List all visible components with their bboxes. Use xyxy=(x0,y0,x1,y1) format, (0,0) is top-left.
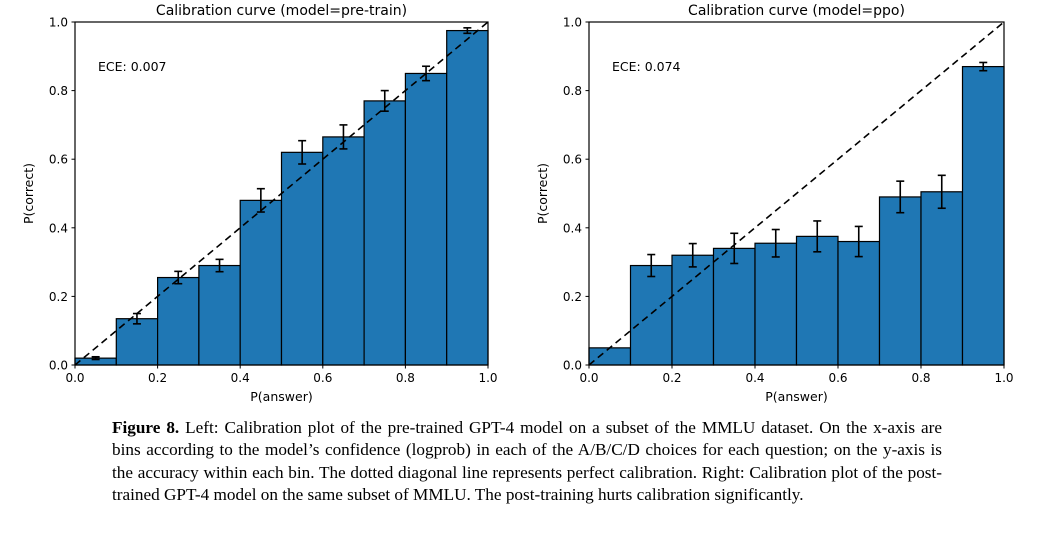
x-axis-label: P(answer) xyxy=(250,389,312,404)
calibration-chart-pretrain-svg: 0.0 0.2 0.4 0.6 0.8 1.0 0.0 0.2 0.4 0.6 0.8 1.0 Cali… xyxy=(21,3,498,404)
y-tick-label: 0.8 xyxy=(563,84,582,98)
y-axis-label: P(correct) xyxy=(535,163,550,224)
error-bar-bin-5 xyxy=(813,220,822,253)
error-bar-bin-8 xyxy=(422,65,431,82)
bar-bin-8 xyxy=(920,191,964,366)
x-tick-label: 0.2 xyxy=(662,371,681,385)
x-tick-label: 0.4 xyxy=(745,371,764,385)
error-bar-bin-2 xyxy=(174,270,183,285)
x-tick-label: 0.8 xyxy=(396,371,415,385)
calibration-chart-ppo-svg: 0.0 0.2 0.4 0.6 0.8 1.0 0.0 0.2 0.4 0.6 0.8 1.0 Cali… xyxy=(535,3,1014,404)
plot-frame xyxy=(588,21,1005,366)
error-bar-bin-4 xyxy=(256,187,265,213)
perfect-calibration-line xyxy=(588,21,1005,366)
y-tick-label: 0.2 xyxy=(49,290,68,304)
y-tick-label: 0.8 xyxy=(49,84,68,98)
x-tick-label: 0.4 xyxy=(231,371,250,385)
error-bar-bin-8 xyxy=(937,174,946,210)
bar-bin-3 xyxy=(198,264,241,366)
x-axis-label: P(answer) xyxy=(765,389,827,404)
error-bar-bin-4 xyxy=(771,228,780,258)
y-tick-label: 0.6 xyxy=(563,153,582,167)
calibration-chart-ppo: 0.0 0.2 0.4 0.6 0.8 1.0 0.0 0.2 0.4 0.6 0.8 1.0 Cali… xyxy=(527,0,1054,417)
bar-bin-0 xyxy=(588,347,632,366)
chart-title: Calibration curve (model=ppo) xyxy=(688,3,905,19)
y-tick-label: 0.4 xyxy=(563,221,582,235)
error-bar-bin-9 xyxy=(463,27,472,35)
error-bar-bin-9 xyxy=(979,61,988,72)
x-tick-label: 0.2 xyxy=(148,371,167,385)
error-bar-bin-0 xyxy=(91,355,100,361)
y-tick-label: 0.4 xyxy=(49,221,68,235)
figure-caption-label: Figure 8. xyxy=(112,418,180,437)
plot-frame xyxy=(74,21,489,366)
bar-bin-6 xyxy=(837,240,881,366)
x-tick-label: 0.0 xyxy=(65,371,84,385)
bar-bin-8 xyxy=(404,72,448,366)
figure-caption-text: Left: Calibration plot of the pre-traine… xyxy=(112,418,943,505)
x-tick-label: 0.6 xyxy=(313,371,332,385)
bar-bin-9 xyxy=(961,65,1005,366)
figure-caption: Figure 8. Left: Calibration plot of the … xyxy=(112,417,942,507)
y-tick-label: 0.6 xyxy=(49,153,68,167)
bar-bin-4 xyxy=(754,242,798,366)
y-tick-label: 0.2 xyxy=(563,290,582,304)
ece-annotation: ECE: 0.074 xyxy=(612,59,681,74)
error-bar-bin-1 xyxy=(647,253,656,278)
error-bar-bin-7 xyxy=(380,89,389,112)
ece-annotation: ECE: 0.007 xyxy=(98,59,167,74)
error-bar-bin-6 xyxy=(854,225,863,258)
x-tick-label: 0.0 xyxy=(579,371,598,385)
bar-bin-5 xyxy=(280,151,324,366)
x-tick-label: 1.0 xyxy=(994,371,1013,385)
chart-title: Calibration curve (model=pre-train) xyxy=(156,3,407,19)
bar-bin-7 xyxy=(363,100,407,366)
error-bar-bin-1 xyxy=(132,312,141,325)
error-bar-bin-2 xyxy=(688,242,697,268)
error-bar-bin-6 xyxy=(339,124,348,150)
error-bar-bin-5 xyxy=(298,139,307,165)
bar-bin-9 xyxy=(446,29,489,366)
y-tick-label: 0.0 xyxy=(563,359,582,373)
y-axis-label: P(correct) xyxy=(21,163,36,224)
bar-bin-2 xyxy=(671,254,715,366)
bar-bin-3 xyxy=(712,247,756,366)
bar-bin-6 xyxy=(322,136,365,366)
x-tick-label: 1.0 xyxy=(478,371,497,385)
x-tick-label: 0.6 xyxy=(828,371,847,385)
bar-bin-4 xyxy=(239,199,283,366)
bar-bin-1 xyxy=(629,264,673,366)
y-tick-label: 0.0 xyxy=(49,359,68,373)
y-tick-label: 1.0 xyxy=(563,16,582,30)
bar-bin-7 xyxy=(878,196,922,366)
x-tick-label: 0.8 xyxy=(911,371,930,385)
error-bar-bin-3 xyxy=(730,232,739,265)
y-tick-label: 1.0 xyxy=(49,16,68,30)
calibration-chart-pretrain: 0.0 0.2 0.4 0.6 0.8 1.0 0.0 0.2 0.4 0.6 0.8 1.0 Cali… xyxy=(0,0,527,417)
perfect-calibration-line xyxy=(74,21,489,366)
error-bar-bin-7 xyxy=(896,180,905,214)
error-bar-bin-3 xyxy=(215,258,224,273)
bar-bin-5 xyxy=(795,235,839,366)
